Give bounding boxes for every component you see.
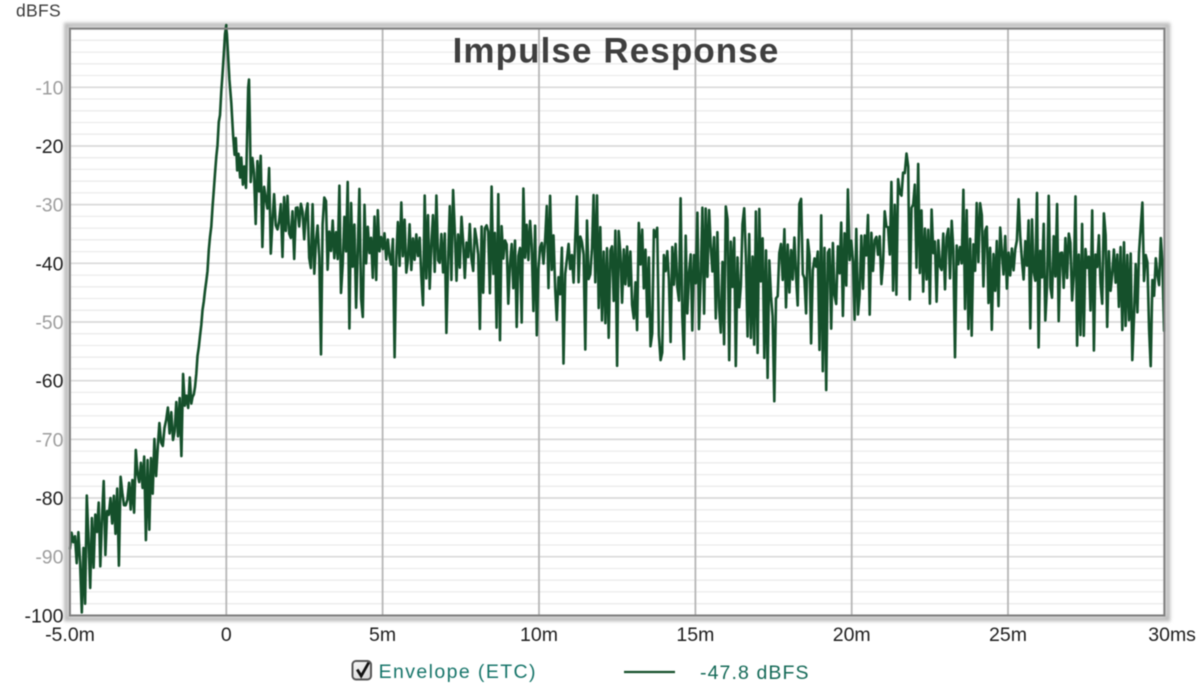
svg-text:-50: -50 bbox=[35, 312, 63, 334]
svg-text:-20: -20 bbox=[35, 136, 63, 158]
svg-text:-100: -100 bbox=[24, 605, 63, 627]
svg-text:5m: 5m bbox=[369, 624, 396, 646]
svg-text:10m: 10m bbox=[520, 624, 558, 646]
svg-text:-30: -30 bbox=[35, 195, 63, 217]
svg-text:-70: -70 bbox=[35, 429, 63, 451]
svg-text:-60: -60 bbox=[35, 371, 63, 393]
svg-text:-80: -80 bbox=[35, 488, 63, 510]
svg-text:-10: -10 bbox=[35, 77, 63, 99]
svg-text:dBFS: dBFS bbox=[16, 1, 61, 21]
svg-text:30ms: 30ms bbox=[1148, 624, 1196, 646]
svg-text:-47.8 dBFS: -47.8 dBFS bbox=[700, 662, 810, 684]
svg-text:25m: 25m bbox=[989, 624, 1027, 646]
svg-text:Envelope (ETC): Envelope (ETC) bbox=[379, 661, 537, 683]
svg-text:Impulse Response: Impulse Response bbox=[453, 32, 780, 71]
svg-text:0: 0 bbox=[221, 624, 232, 646]
svg-text:15m: 15m bbox=[676, 624, 714, 646]
svg-text:-90: -90 bbox=[35, 547, 63, 569]
svg-text:20m: 20m bbox=[833, 624, 871, 646]
svg-text:-40: -40 bbox=[35, 253, 63, 275]
svg-text:-5.0m: -5.0m bbox=[45, 624, 95, 646]
